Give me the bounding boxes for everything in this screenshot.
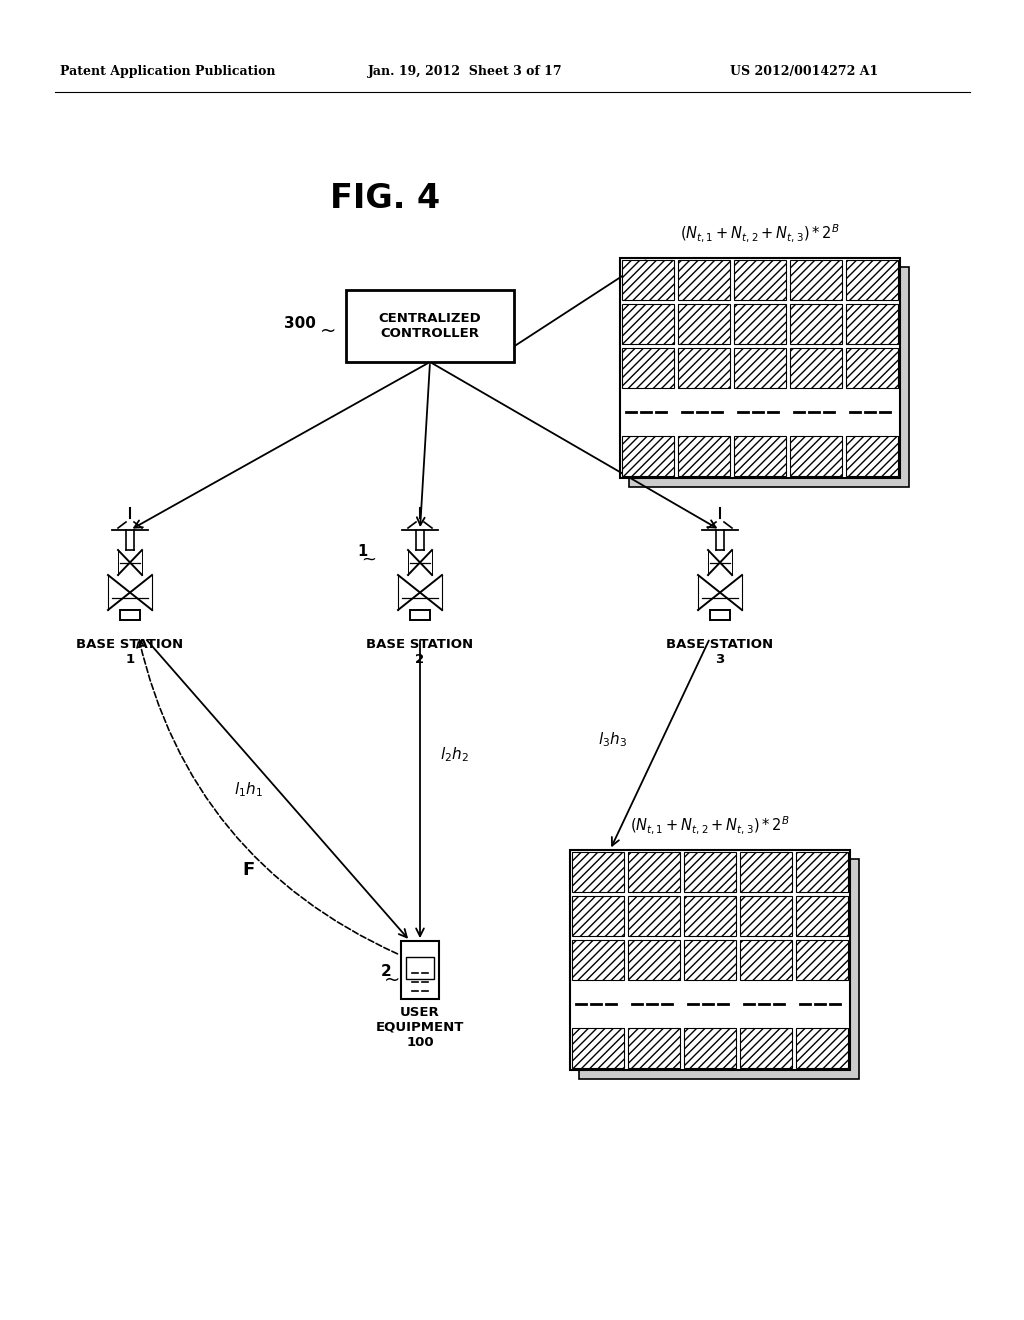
Bar (796, 940, 848, 979)
Bar (628, 851, 680, 892)
Text: US 2012/0014272 A1: US 2012/0014272 A1 (730, 66, 879, 78)
Bar (846, 436, 898, 477)
Bar (622, 348, 674, 388)
Bar (410, 610, 430, 620)
Bar (401, 941, 439, 999)
Text: $(N_{t,1}+N_{t,2}+N_{t,3})*2^B$: $(N_{t,1}+N_{t,2}+N_{t,3})*2^B$ (630, 814, 790, 836)
Bar (734, 304, 786, 345)
Bar (684, 851, 736, 892)
Bar (740, 851, 792, 892)
Bar (622, 304, 674, 345)
Bar (579, 859, 859, 1078)
Bar (572, 896, 624, 936)
Text: ~: ~ (319, 322, 336, 341)
Bar (622, 260, 674, 300)
Bar (740, 940, 792, 979)
Text: ~: ~ (384, 970, 400, 990)
Text: BASE STATION
1: BASE STATION 1 (77, 638, 183, 667)
Bar (710, 610, 730, 620)
Bar (684, 940, 736, 979)
Text: 300: 300 (284, 315, 316, 330)
Text: CENTRALIZED
CONTROLLER: CENTRALIZED CONTROLLER (379, 312, 481, 341)
Text: ~: ~ (361, 550, 376, 569)
Bar (796, 1028, 848, 1068)
Bar (629, 267, 909, 487)
Bar (620, 257, 900, 478)
Text: $(N_{t,1}+N_{t,2}+N_{t,3})*2^B$: $(N_{t,1}+N_{t,2}+N_{t,3})*2^B$ (680, 222, 840, 244)
Bar (684, 896, 736, 936)
Bar (120, 610, 140, 620)
Text: BASE STATION
3: BASE STATION 3 (667, 638, 773, 667)
Bar (628, 940, 680, 979)
Bar (678, 260, 730, 300)
Bar (740, 896, 792, 936)
Text: Jan. 19, 2012  Sheet 3 of 17: Jan. 19, 2012 Sheet 3 of 17 (368, 66, 562, 78)
Bar (406, 957, 434, 979)
FancyArrowPatch shape (137, 639, 397, 954)
Bar (734, 260, 786, 300)
Text: FIG. 4: FIG. 4 (330, 181, 440, 214)
Bar (622, 436, 674, 477)
Bar (572, 1028, 624, 1068)
Bar (570, 850, 850, 1071)
Bar (796, 851, 848, 892)
Text: USER
EQUIPMENT
100: USER EQUIPMENT 100 (376, 1006, 464, 1049)
Bar (628, 896, 680, 936)
Bar (846, 348, 898, 388)
Text: $\bf{F}$: $\bf{F}$ (242, 861, 254, 879)
Text: 2: 2 (381, 965, 392, 979)
Bar (734, 348, 786, 388)
Bar (678, 348, 730, 388)
Bar (678, 304, 730, 345)
Bar (346, 290, 514, 362)
Bar (790, 436, 842, 477)
Text: Patent Application Publication: Patent Application Publication (60, 66, 275, 78)
Bar (790, 260, 842, 300)
Bar (790, 304, 842, 345)
Bar (846, 260, 898, 300)
Bar (734, 436, 786, 477)
Text: $l_3 h_3$: $l_3 h_3$ (598, 731, 627, 750)
Bar (628, 1028, 680, 1068)
Bar (796, 896, 848, 936)
Text: $l_2 h_2$: $l_2 h_2$ (440, 746, 469, 764)
Bar (684, 1028, 736, 1068)
Bar (678, 436, 730, 477)
Bar (572, 851, 624, 892)
Bar (740, 1028, 792, 1068)
Bar (846, 304, 898, 345)
Text: BASE STATION
2: BASE STATION 2 (367, 638, 473, 667)
Text: $l_1 h_1$: $l_1 h_1$ (233, 780, 262, 800)
Text: 1: 1 (357, 544, 368, 560)
Bar (790, 348, 842, 388)
Bar (572, 940, 624, 979)
